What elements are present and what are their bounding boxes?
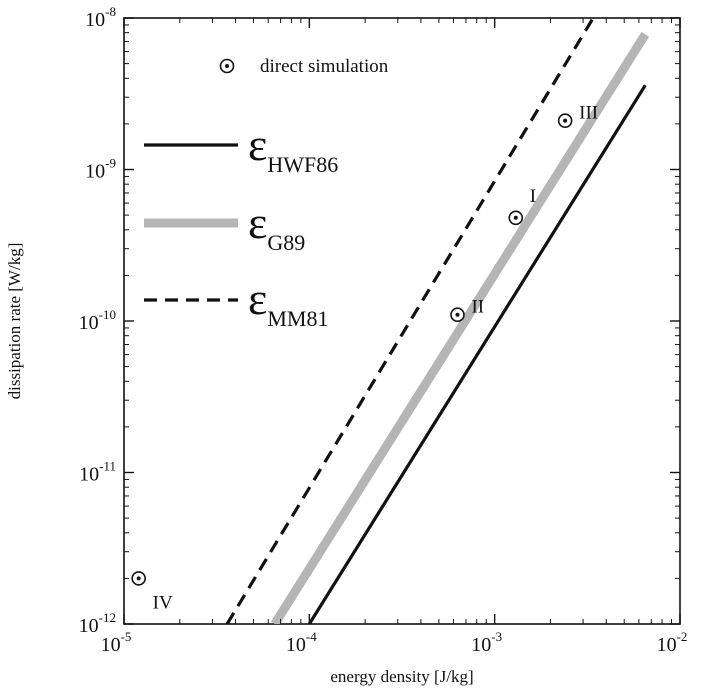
y-tick-label: 10-12: [79, 610, 116, 637]
y-tick-label: 10-8: [85, 4, 116, 31]
x-tick-label: 10-3: [471, 629, 502, 656]
legend-label-g89: εG89: [248, 197, 305, 255]
legend: direct simulation εHWF86 εG89 εMM81: [144, 56, 389, 331]
legend-entry-g89: εG89: [144, 197, 305, 255]
y-tick-label: 10-11: [79, 459, 116, 486]
data-point-iii: III: [557, 103, 598, 128]
data-point-dot: [136, 576, 141, 581]
legend-label-direct-simulation: direct simulation: [260, 56, 389, 77]
x-tick-label: 10-4: [286, 629, 317, 656]
data-point-ii: II: [450, 297, 484, 323]
data-point-label: II: [471, 297, 484, 318]
legend-marker-dot: [225, 64, 229, 68]
x-axis-title: energy density [J/kg]: [330, 667, 473, 686]
x-tick-label: 10-5: [101, 629, 132, 656]
y-tick-label: 10-10: [79, 307, 116, 334]
series-lines: [225, 18, 650, 624]
legend-entry-hwf86: εHWF86: [144, 119, 338, 177]
legend-label-hwf86: εHWF86: [248, 119, 338, 177]
data-point-dot: [563, 118, 568, 123]
data-point-dot: [455, 312, 460, 317]
y-axis-title: dissipation rate [W/kg]: [5, 243, 24, 400]
legend-label-mm81: εMM81: [248, 273, 328, 331]
legend-entry-direct-simulation: direct simulation: [219, 56, 389, 77]
data-point-label: III: [579, 103, 598, 124]
data-point-iv: IV: [131, 571, 173, 613]
y-tick-label: 10-9: [85, 156, 116, 183]
data-point-label: IV: [153, 592, 173, 613]
axis-ticks: 10-5 10-4 10-3 10-2 10-12 10-11 10-10 10-9 10-8: [79, 4, 688, 656]
series-line-hwf86: [307, 84, 647, 624]
x-tick-label: 10-2: [657, 629, 688, 656]
data-point-i: I: [508, 186, 536, 226]
data-point-label: I: [530, 186, 536, 207]
legend-entry-mm81: εMM81: [144, 273, 328, 331]
series-line-g89: [270, 31, 650, 624]
data-point-dot: [513, 215, 518, 220]
series-line-mm81: [225, 18, 595, 624]
